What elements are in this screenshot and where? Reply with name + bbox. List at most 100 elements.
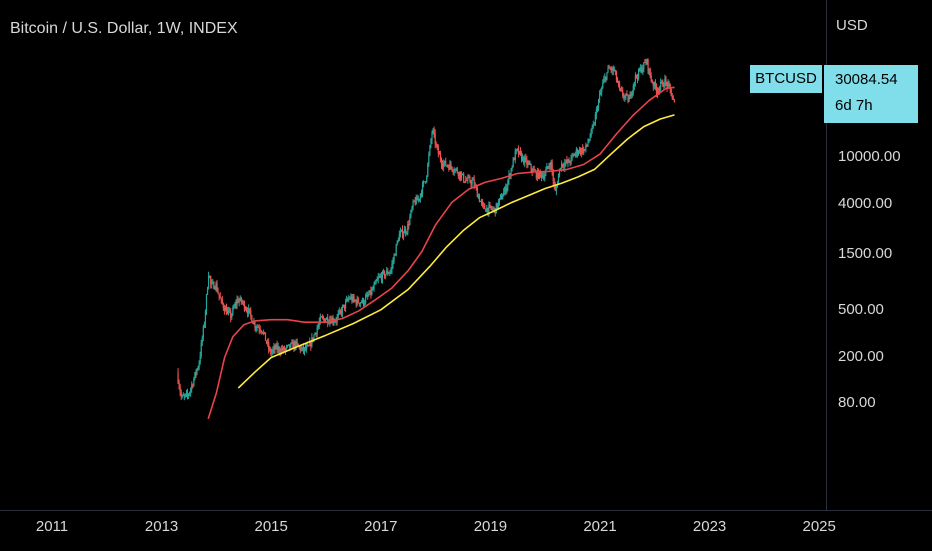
candle-body-98 (280, 348, 282, 353)
candle-body-254 (445, 160, 447, 166)
candle-body-305 (498, 198, 501, 202)
candle-body-368 (565, 160, 567, 164)
candle-body-245 (435, 143, 437, 145)
candle-body-128 (312, 337, 314, 341)
candle-body-156 (341, 306, 344, 314)
candle-body-382 (580, 149, 582, 154)
candle-body-462 (664, 78, 666, 87)
time-tick-2019: 2019 (473, 518, 508, 535)
candle-body-319 (513, 158, 515, 161)
price-axis[interactable] (826, 0, 932, 510)
candle-body-148 (333, 321, 335, 323)
candle-body-119 (302, 346, 305, 351)
candle-body-225 (414, 200, 416, 205)
candle-body-56 (236, 299, 238, 305)
candle-body-175 (361, 298, 364, 303)
candle-body-410 (609, 67, 611, 69)
candle-body-91 (273, 346, 275, 350)
candle-body-62 (242, 301, 244, 303)
candle-body-74 (255, 327, 257, 329)
candle-body-280 (472, 179, 474, 181)
candle-body-157 (342, 304, 345, 307)
candle-body-357 (553, 181, 555, 186)
candle-body-222 (411, 207, 413, 211)
candle-body-308 (502, 196, 504, 200)
candle-body-130 (314, 333, 316, 335)
candle-body-420 (620, 88, 622, 90)
candle-body-58 (238, 300, 240, 303)
candle-body-406 (605, 76, 607, 80)
candle-body-150 (335, 321, 337, 323)
candle-body-455 (656, 90, 659, 94)
candle-body-70 (251, 315, 253, 323)
candle-body-467 (669, 84, 671, 89)
time-axis[interactable] (0, 510, 932, 551)
candle-body-142 (327, 317, 329, 324)
candle-body-211 (399, 231, 402, 234)
candle-body-414 (613, 70, 615, 72)
candle-body-334 (529, 163, 531, 165)
candle-body-293 (486, 207, 488, 212)
candle-body-84 (265, 340, 268, 344)
candle-body-118 (301, 346, 303, 349)
candle-body-273 (465, 180, 467, 183)
price-tick-80.00: 80.00 (838, 394, 876, 412)
candle-body-163 (349, 298, 351, 300)
candle-body-351 (547, 166, 549, 168)
candle-body-409 (608, 67, 610, 69)
candle-body-236 (426, 176, 428, 182)
candle-body-45 (224, 307, 227, 312)
candle-body-430 (630, 93, 632, 97)
candle-body-298 (491, 208, 493, 210)
candle-body-30 (209, 276, 211, 278)
candle-body-174 (360, 302, 363, 304)
candle-body-405 (604, 76, 606, 80)
candle-body-297 (490, 205, 492, 209)
candle-body-411 (610, 68, 612, 71)
price-tick-500.00: 500.00 (838, 300, 884, 318)
candle-body-134 (318, 321, 320, 326)
ma-red-line (207, 86, 675, 420)
candle-body-304 (497, 201, 500, 208)
candle-body-90 (272, 349, 274, 352)
candle-body-188 (375, 281, 377, 283)
candle-body-266 (457, 172, 459, 177)
candle-body-401 (600, 92, 602, 95)
candle-body-50 (230, 311, 232, 319)
candle-body-111 (294, 342, 296, 348)
candle-body-160 (346, 299, 348, 302)
candle-body-438 (639, 69, 641, 71)
price-tick-4000.00: 4000.00 (838, 194, 893, 212)
candle-body-404 (603, 79, 605, 84)
currency-label: USD (836, 17, 868, 34)
candle-body-132 (316, 328, 318, 335)
candle-body-359 (555, 186, 557, 191)
candle-body-226 (415, 197, 417, 205)
candle-body-3 (180, 392, 182, 397)
candle-body-178 (365, 296, 367, 303)
candle-body-202 (390, 269, 392, 273)
candle-body-447 (648, 68, 650, 71)
candle-body-29 (208, 276, 210, 289)
candle-body-358 (554, 185, 556, 191)
candle-body-66 (246, 310, 249, 314)
candle-body-214 (402, 233, 405, 237)
candle-body-36 (215, 283, 217, 289)
time-tick-2023: 2023 (692, 518, 727, 535)
time-tick-2013: 2013 (144, 518, 179, 535)
candle-body-0 (177, 372, 179, 383)
candle-body-418 (617, 82, 620, 84)
candle-body-167 (353, 296, 355, 300)
candle-body-114 (297, 343, 299, 346)
candle-body-230 (419, 193, 422, 199)
candle-body-363 (559, 167, 562, 169)
candle-body-94 (276, 344, 278, 350)
candle-body-129 (313, 334, 315, 341)
candle-body-63 (243, 301, 246, 310)
candle-body-31 (210, 276, 212, 285)
candle-body-168 (354, 299, 356, 301)
candle-body-348 (544, 174, 546, 179)
candle-body-390 (588, 139, 590, 143)
candle-body-461 (663, 86, 665, 88)
